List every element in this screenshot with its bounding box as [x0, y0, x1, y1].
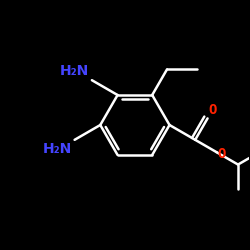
Text: H₂N: H₂N — [60, 64, 90, 78]
Text: O: O — [218, 147, 226, 161]
Text: H₂N: H₂N — [43, 142, 72, 156]
Text: O: O — [209, 103, 217, 117]
